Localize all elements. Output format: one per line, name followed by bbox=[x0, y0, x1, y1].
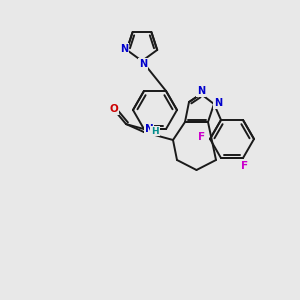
Text: N: N bbox=[139, 59, 147, 69]
Text: H: H bbox=[151, 127, 159, 136]
Text: F: F bbox=[198, 132, 206, 142]
Text: N: N bbox=[197, 86, 205, 96]
Text: F: F bbox=[242, 161, 249, 171]
Text: N: N bbox=[214, 98, 222, 108]
Text: O: O bbox=[110, 104, 118, 114]
Text: N: N bbox=[120, 44, 128, 54]
Text: N: N bbox=[145, 124, 153, 134]
